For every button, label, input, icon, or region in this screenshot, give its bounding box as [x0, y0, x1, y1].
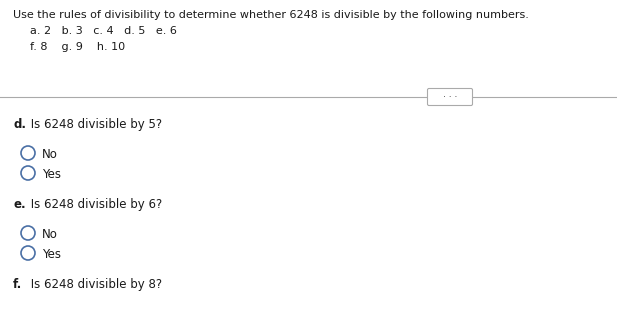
Text: Is 6248 divisible by 8?: Is 6248 divisible by 8? — [27, 278, 162, 291]
Text: Is 6248 divisible by 6?: Is 6248 divisible by 6? — [27, 198, 162, 211]
FancyBboxPatch shape — [428, 88, 473, 106]
Text: Use the rules of divisibility to determine whether 6248 is divisible by the foll: Use the rules of divisibility to determi… — [13, 10, 529, 20]
Text: f. 8    g. 9    h. 10: f. 8 g. 9 h. 10 — [30, 42, 125, 52]
Text: f.: f. — [13, 278, 22, 291]
Text: No: No — [42, 148, 58, 161]
Text: No: No — [42, 228, 58, 241]
Text: · · ·: · · · — [443, 92, 457, 102]
Text: Yes: Yes — [42, 168, 61, 181]
Text: d.: d. — [13, 118, 26, 131]
Text: Is 6248 divisible by 5?: Is 6248 divisible by 5? — [27, 118, 162, 131]
Text: e.: e. — [13, 198, 26, 211]
Text: Yes: Yes — [42, 248, 61, 261]
Text: a. 2   b. 3   c. 4   d. 5   e. 6: a. 2 b. 3 c. 4 d. 5 e. 6 — [30, 26, 177, 36]
